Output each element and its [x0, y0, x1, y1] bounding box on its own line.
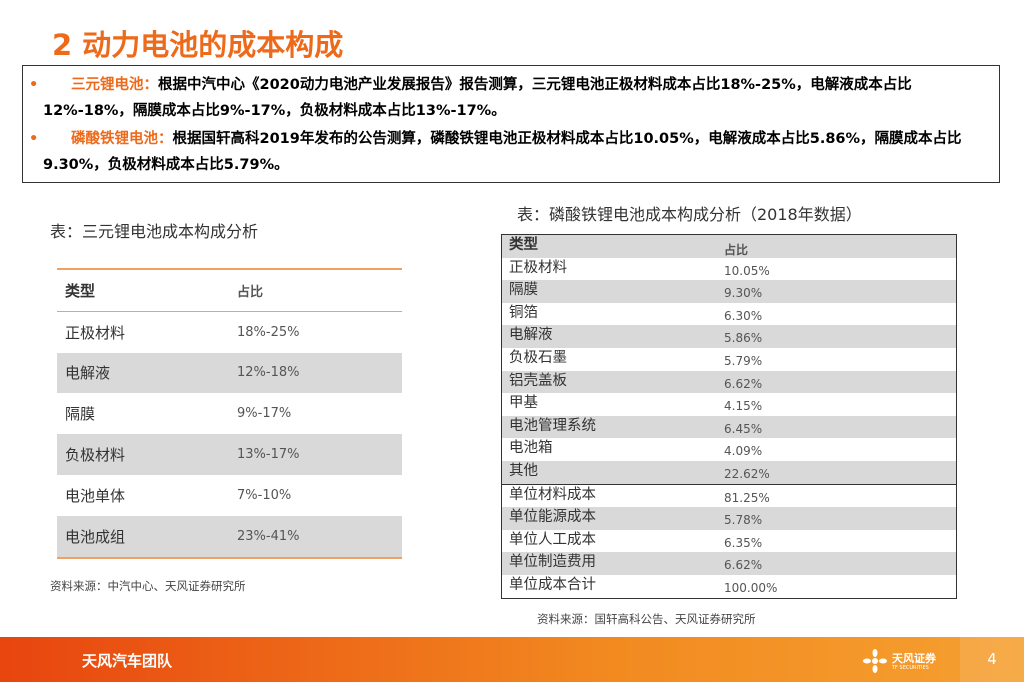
table-row: 其他 22.62% [502, 460, 956, 484]
cell: 6.35% [724, 535, 763, 550]
cell: 23%-41% [237, 528, 300, 544]
cell: 负极石墨 [509, 349, 567, 366]
bullet-label: 三元锂电池： [71, 77, 158, 93]
cell: 电池单体 [65, 486, 126, 505]
header-cell: 占比 [237, 284, 264, 300]
cell: 5.79% [724, 353, 763, 368]
cell: 铜箔 [509, 304, 538, 321]
source-note: 资料来源：中汽中心、天风证券研究所 [50, 579, 246, 593]
table-row: 电池成组 23%-41% [57, 515, 402, 557]
cell: 4.09% [724, 444, 763, 459]
table-row: 单位制造费用 6.62% [502, 552, 956, 575]
cell: 13%-17% [237, 447, 300, 463]
cell: 6.45% [724, 421, 763, 436]
cell: 100.00% [724, 580, 778, 595]
cell: 单位材料成本 [509, 486, 596, 503]
cell: 单位能源成本 [509, 509, 596, 526]
cell: 10.05% [724, 263, 770, 278]
cell: 5.78% [724, 513, 763, 528]
cell: 12%-18% [237, 365, 300, 381]
cell: 18%-25% [237, 324, 300, 340]
header-cell: 类型 [65, 281, 96, 300]
table-row: 负极石墨 5.79% [502, 348, 956, 371]
table-row: 电解液 12%-18% [57, 352, 402, 394]
cell: 9%-17% [237, 406, 292, 422]
header-cell: 类型 [509, 237, 538, 253]
table-caption: 表：磷酸铁锂电池成本构成分析（2018年数据） [517, 205, 862, 224]
table-row: 电池单体 7%-10% [57, 475, 402, 516]
footer-team: 天风汽车团队 [82, 652, 173, 670]
table-row: 单位人工成本 6.35% [502, 530, 956, 553]
cell: 正极材料 [65, 323, 126, 342]
cell: 电池管理系统 [509, 417, 596, 434]
table: 类型 占比正极材料 10.05% 隔膜 9.30% 铜箔 6.30% 电解液 5.86% 负极石墨… [501, 234, 957, 599]
cell: 甲基 [509, 395, 538, 412]
table-row: 负极材料 13%-17% [57, 434, 402, 475]
cell: 单位人工成本 [509, 531, 596, 548]
footer-bar [0, 637, 1024, 682]
cell: 81.25% [724, 490, 770, 505]
cell: 电解液 [65, 364, 111, 383]
table-row: 正极材料 18%-25% [57, 312, 402, 353]
bullet-text: 根据国轩高科2019年发布的公告测算，磷酸铁锂电池正极材料成本占比10.05%，… [43, 131, 962, 173]
page-number: 4 [960, 637, 1024, 682]
table-row: 正极材料 10.05% [502, 258, 956, 281]
cell: 5.86% [724, 331, 763, 346]
cell: 其他 [509, 462, 538, 479]
cell: 6.62% [724, 558, 763, 573]
cell: 正极材料 [509, 259, 567, 276]
cell: 单位成本合计 [509, 576, 596, 593]
header-row: 类型 占比 [57, 270, 402, 312]
cell: 6.30% [724, 308, 763, 323]
table-row: 电解液 5.86% [502, 325, 956, 348]
bullet: • 三元锂电池：根据中汽中心《2020动力电池产业发展报告》报告测算，三元锂电池正… [29, 77, 912, 119]
cell: 9.30% [724, 286, 763, 301]
cell: 电池成组 [65, 527, 126, 546]
cell: 电解液 [509, 327, 553, 344]
table-row: 单位能源成本 5.78% [502, 507, 956, 530]
logo-subtext: TF SECURITIES [892, 665, 929, 671]
logo-text: 天风证券 [892, 652, 936, 665]
slide-title: 2 动力电池的成本构成 [52, 28, 344, 62]
table-row: 铜箔 6.30% [502, 303, 956, 326]
bullet-label: 磷酸铁锂电池： [71, 131, 173, 147]
table-row: 单位材料成本 81.25% [502, 483, 956, 508]
table-row: 隔膜 9.30% [502, 280, 956, 303]
table-row: 甲基 4.15% [502, 393, 956, 416]
bullet-text: 根据中汽中心《2020动力电池产业发展报告》报告测算，三元锂电池正极材料成本占比… [43, 77, 912, 119]
table-row: 单位成本合计 100.00% [502, 575, 956, 598]
cell: 负极材料 [65, 446, 126, 465]
summary-box: • 三元锂电池：根据中汽中心《2020动力电池产业发展报告》报告测算，三元锂电池正… [22, 65, 1000, 183]
cell: 电池箱 [509, 440, 553, 457]
cell: 22.62% [724, 466, 770, 481]
cell: 7%-10% [237, 487, 292, 503]
logo-icon [863, 649, 887, 673]
table-caption: 表：三元锂电池成本构成分析 [50, 222, 259, 241]
header-row: 类型 占比 [502, 235, 956, 258]
cell: 隔膜 [509, 282, 538, 299]
table-row: 铝壳盖板 6.62% [502, 370, 956, 394]
header-cell: 占比 [724, 243, 749, 257]
table-row: 电池箱 4.09% [502, 438, 956, 461]
bullet: • 磷酸铁锂电池：根据国轩高科2019年发布的公告测算，磷酸铁锂电池正极材料成本占… [29, 131, 962, 173]
source-note: 资料来源：国轩高科公告、天风证券研究所 [537, 612, 756, 626]
table-row: 电池管理系统 6.45% [502, 415, 956, 439]
cell: 隔膜 [65, 405, 96, 424]
cell: 铝壳盖板 [509, 372, 567, 389]
cell: 单位制造费用 [509, 554, 596, 571]
cell: 4.15% [724, 399, 763, 414]
table-row: 隔膜 9%-17% [57, 393, 402, 434]
table: 类型 占比正极材料 18%-25% 电解液 12%-18% 隔膜 9%-17% 负极材料 13%… [57, 268, 402, 559]
cell: 6.62% [724, 376, 763, 391]
